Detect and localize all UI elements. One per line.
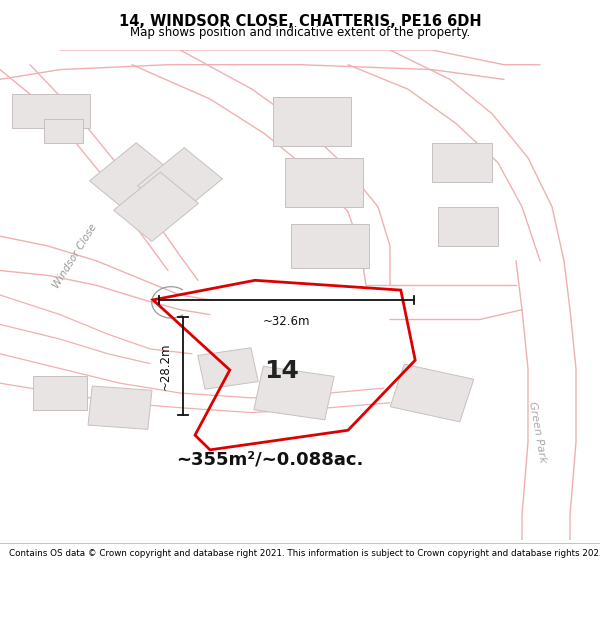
Polygon shape xyxy=(291,224,369,268)
Polygon shape xyxy=(113,172,199,241)
Polygon shape xyxy=(273,96,351,146)
Text: Green Park: Green Park xyxy=(527,401,547,464)
Polygon shape xyxy=(198,348,258,389)
Polygon shape xyxy=(88,386,152,429)
Text: 14: 14 xyxy=(265,359,299,383)
Polygon shape xyxy=(12,94,90,128)
Text: ~28.2m: ~28.2m xyxy=(159,342,172,390)
Polygon shape xyxy=(33,376,87,410)
Text: ~32.6m: ~32.6m xyxy=(263,314,310,328)
Polygon shape xyxy=(44,119,83,143)
Text: 14, WINDSOR CLOSE, CHATTERIS, PE16 6DH: 14, WINDSOR CLOSE, CHATTERIS, PE16 6DH xyxy=(119,14,481,29)
Polygon shape xyxy=(137,148,223,217)
Polygon shape xyxy=(285,158,363,207)
Polygon shape xyxy=(432,143,492,182)
Polygon shape xyxy=(390,364,474,422)
Polygon shape xyxy=(89,142,175,212)
Polygon shape xyxy=(254,366,334,420)
Text: Map shows position and indicative extent of the property.: Map shows position and indicative extent… xyxy=(130,26,470,39)
Polygon shape xyxy=(438,207,498,246)
Text: Windsor Close: Windsor Close xyxy=(51,222,99,290)
Text: Contains OS data © Crown copyright and database right 2021. This information is : Contains OS data © Crown copyright and d… xyxy=(9,549,600,558)
Text: ~355m²/~0.088ac.: ~355m²/~0.088ac. xyxy=(176,450,364,468)
